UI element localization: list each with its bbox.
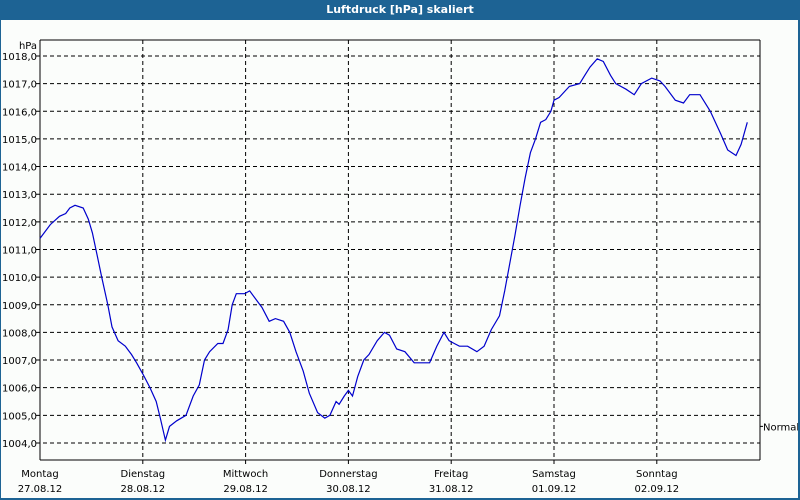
x-tick-day: Donnerstag: [319, 469, 377, 480]
x-tick-date: 28.08.12: [121, 484, 166, 495]
y-tick-label: 1004,0: [2, 439, 37, 450]
pressure-line: [39, 58, 748, 443]
x-tick-day: Dienstag: [121, 469, 166, 480]
y-tick-label: 1014,0: [2, 163, 37, 174]
y-tick-label: 1018,0: [2, 52, 37, 63]
y-tick-label: 1012,0: [2, 218, 37, 229]
y-tick-label: 1015,0: [2, 135, 37, 146]
x-tick-day: Samstag: [532, 469, 576, 480]
y-tick-label: 1013,0: [2, 190, 37, 201]
y-tick-label: 1016,0: [2, 107, 37, 118]
x-tick-day: Sonntag: [636, 469, 678, 480]
y-tick-label: 1009,0: [2, 301, 37, 312]
x-tick-date: 27.08.12: [18, 484, 63, 495]
x-tick-day: Montag: [21, 469, 58, 480]
normal-label: Normal: [763, 422, 798, 433]
x-tick-date: 31.08.12: [429, 484, 474, 495]
y-tick-label: 1005,0: [2, 411, 37, 422]
x-tick-date: 01.09.12: [532, 484, 577, 495]
x-tick-date: 02.09.12: [635, 484, 680, 495]
chart-title: Luftdruck [hPa] skaliert: [0, 0, 800, 20]
x-tick-day: Freitag: [434, 469, 468, 480]
y-tick-label: 1008,0: [2, 328, 37, 339]
chart-canvas: 1018,0 1017,0 1016,0 1015,0 1014,0 1013,0 1012…: [1, 20, 798, 498]
y-tick-label: 1017,0: [2, 80, 37, 91]
y-tick-label: 1011,0: [2, 245, 37, 256]
x-tick-day: Mittwoch: [223, 469, 268, 480]
y-axis-unit: hPa: [19, 41, 37, 52]
y-tick-label: 1007,0: [2, 356, 37, 367]
x-tick-date: 30.08.12: [326, 484, 371, 495]
y-tick-label: 1010,0: [2, 273, 37, 284]
y-tick-label: 1006,0: [2, 384, 37, 395]
line-chart: 1018,0 1017,0 1016,0 1015,0 1014,0 1013,0 1012…: [2, 39, 798, 495]
x-tick-date: 29.08.12: [223, 484, 268, 495]
